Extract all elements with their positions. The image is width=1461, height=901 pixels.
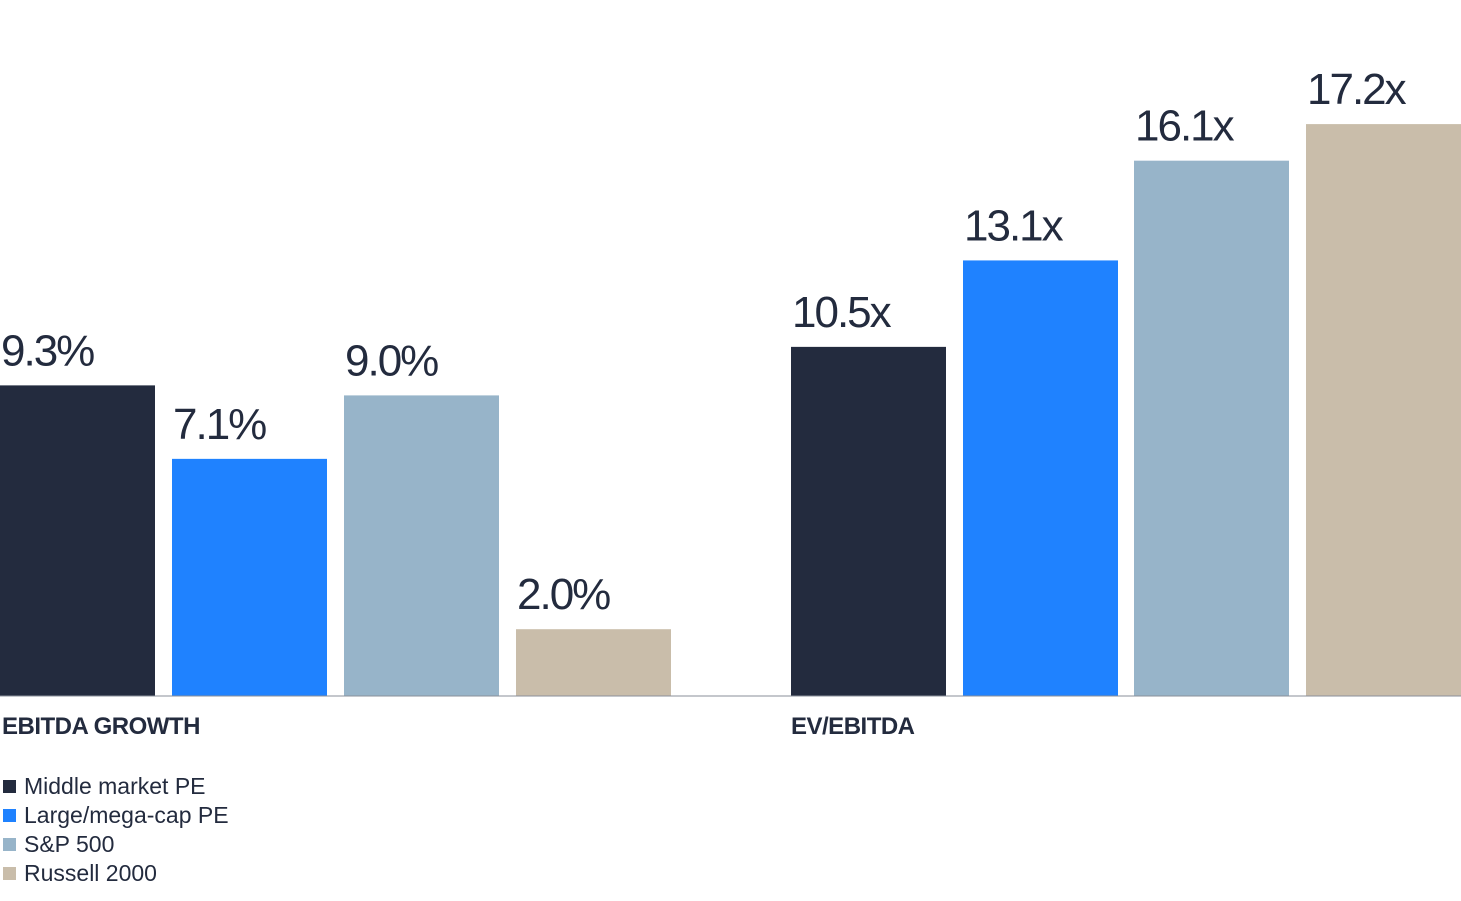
value-label-ev-ebitda-russell-2000: 17.2x	[1307, 65, 1407, 114]
legend-item-middle-market-pe: Middle market PE	[3, 772, 229, 801]
legend-item-large-mega-cap-pe: Large/mega-cap PE	[3, 801, 229, 830]
group-label-ebitda-growth: EBITDA GROWTH	[2, 713, 200, 740]
legend-item-sp-500: S&P 500	[3, 830, 229, 859]
bar-ebitda-growth-russell-2000	[516, 629, 671, 696]
value-label-ev-ebitda-large-mega-cap-pe: 13.1x	[964, 201, 1064, 250]
bar-ev-ebitda-s-p-500	[1134, 160, 1289, 697]
group-label-ev-ebitda: EV/EBITDA	[791, 713, 915, 740]
legend-swatch-middle-market-pe	[3, 780, 16, 793]
legend: Middle market PE Large/mega-cap PE S&P 5…	[3, 772, 229, 888]
value-label-ebitda-growth-s-p-500: 9.0%	[345, 336, 438, 385]
bar-chart: 9.3% 7.1% 9.0% 2.0% 10.5x 13.1x 16.1x 17.2x EBI…	[0, 65, 1461, 740]
legend-item-russell-2000: Russell 2000	[3, 859, 229, 888]
value-label-ebitda-growth-russell-2000: 2.0%	[517, 570, 610, 619]
bar-ebitda-growth-s-p-500	[344, 395, 499, 696]
legend-swatch-russell-2000	[3, 867, 16, 880]
value-label-ev-ebitda-middle-market-pe: 10.5x	[792, 288, 892, 337]
legend-label-russell-2000: Russell 2000	[24, 860, 157, 886]
legend-swatch-large-mega-cap-pe	[3, 809, 16, 822]
value-labels-layer: 9.3% 7.1% 9.0% 2.0% 10.5x 13.1x 16.1x 17.2x	[1, 65, 1409, 619]
bar-ebitda-growth-large-mega-cap-pe	[172, 458, 327, 696]
bars-layer	[0, 124, 1461, 697]
legend-label-large-mega-cap-pe: Large/mega-cap PE	[24, 802, 229, 828]
legend-label-middle-market-pe: Middle market PE	[24, 773, 206, 799]
legend-label-sp-500: S&P 500	[24, 831, 115, 857]
value-label-ebitda-growth-middle-market-pe: 9.3%	[1, 326, 94, 375]
bar-ev-ebitda-large-mega-cap-pe	[963, 260, 1118, 696]
legend-swatch-sp-500	[3, 838, 16, 851]
bar-ev-ebitda-middle-market-pe	[791, 346, 946, 696]
bar-ebitda-growth-middle-market-pe	[0, 385, 155, 696]
value-label-ebitda-growth-large-mega-cap-pe: 7.1%	[173, 400, 266, 449]
value-label-ev-ebitda-s-p-500: 16.1x	[1135, 102, 1235, 151]
bar-ev-ebitda-russell-2000	[1306, 124, 1461, 697]
